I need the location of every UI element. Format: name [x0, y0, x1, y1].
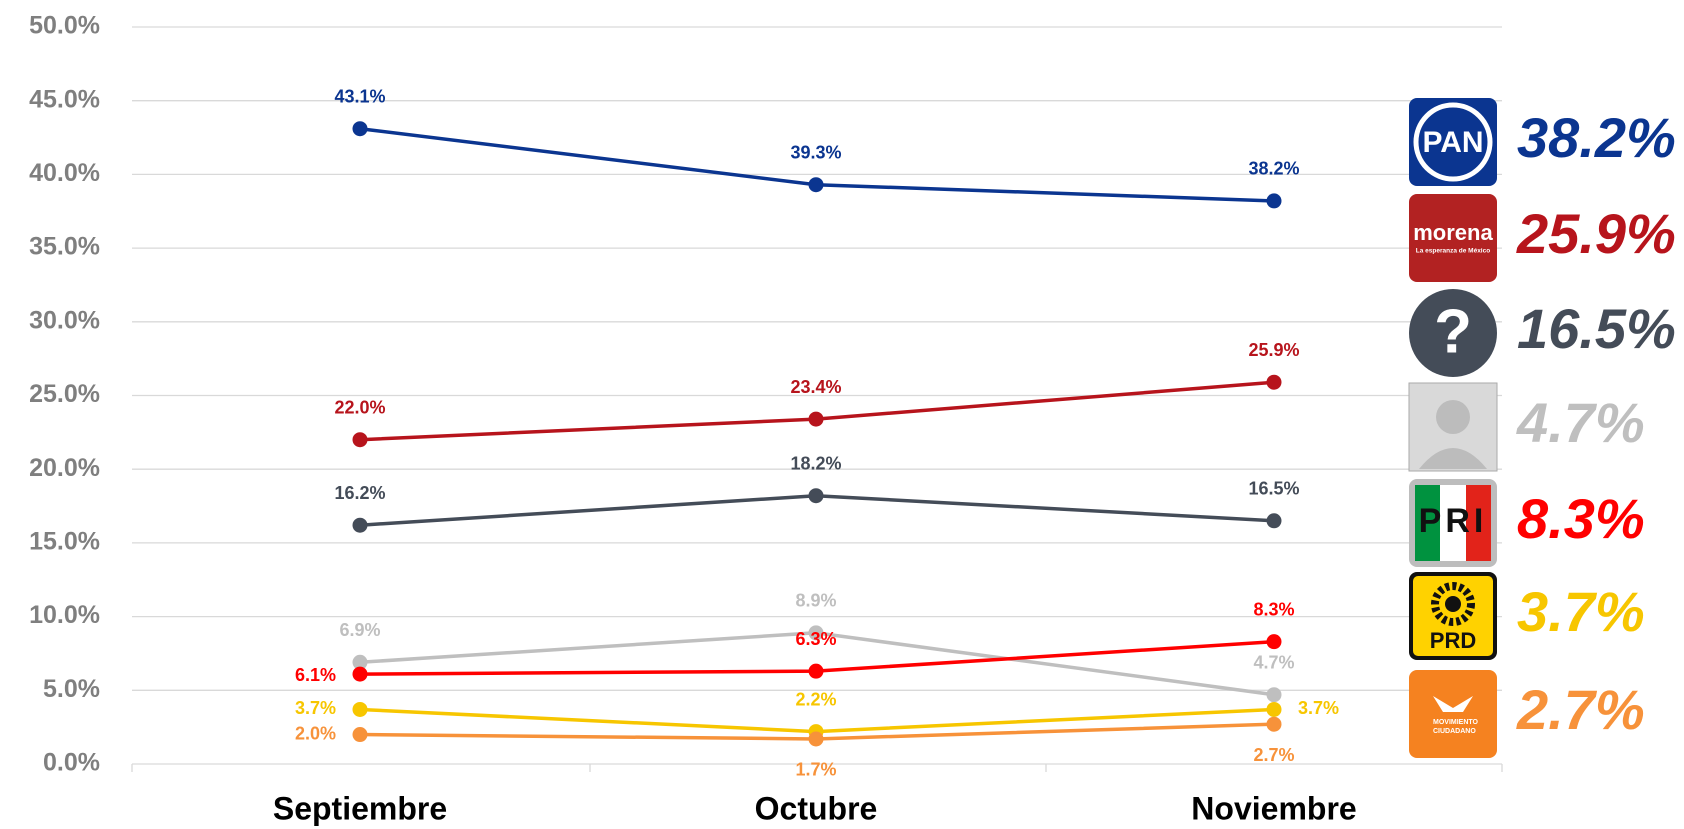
- logo-text: PRD: [1430, 628, 1476, 653]
- logo-white: [1440, 485, 1466, 561]
- y-tick-label: 0.0%: [43, 749, 100, 777]
- data-label: 16.5%: [1248, 479, 1299, 499]
- y-tick-label: 45.0%: [29, 85, 100, 113]
- data-label: 22.0%: [334, 397, 385, 417]
- x-tick-label: Septiembre: [273, 790, 447, 826]
- logo-body: [1419, 448, 1487, 469]
- legend-item: ? 16.5%: [1409, 289, 1676, 377]
- data-label: 3.7%: [1298, 698, 1339, 718]
- y-tick-label: 40.0%: [29, 159, 100, 187]
- logo-subtitle: La esperanza de México: [1416, 248, 1490, 255]
- data-label: 38.2%: [1248, 159, 1299, 179]
- legend-value: 16.5%: [1517, 297, 1676, 360]
- legend-value: 38.2%: [1517, 106, 1676, 169]
- data-point: [1266, 687, 1282, 703]
- data-point: [352, 701, 368, 717]
- legend-item: PRI 8.3%: [1409, 479, 1645, 567]
- data-label: 4.7%: [1253, 652, 1294, 672]
- logo-ring: [1413, 102, 1493, 182]
- data-point: [1266, 193, 1282, 209]
- legend-value: 8.3%: [1517, 487, 1645, 550]
- logo-bg: [1409, 289, 1497, 377]
- data-point: [1266, 513, 1282, 529]
- legend-value: 4.7%: [1516, 391, 1645, 454]
- legend-item: PRD 3.7%: [1409, 572, 1645, 660]
- data-label: 18.2%: [790, 453, 841, 473]
- data-label: 16.2%: [334, 483, 385, 503]
- data-point: [352, 121, 368, 137]
- data-label: 39.3%: [790, 142, 841, 162]
- logo-bg: [1409, 670, 1497, 758]
- data-label: 1.7%: [795, 760, 836, 780]
- data-point: [352, 432, 368, 448]
- logo-bg: [1409, 194, 1497, 282]
- logo-text: MOVIMIENTO CIUDADANO: [1433, 719, 1478, 735]
- data-point: [808, 411, 824, 427]
- logo-text: ?: [1434, 297, 1472, 366]
- data-label: 25.9%: [1248, 340, 1299, 360]
- legend-value: 3.7%: [1517, 580, 1645, 643]
- data-point: [352, 666, 368, 682]
- data-label: 6.3%: [795, 629, 836, 649]
- legend-value: 2.7%: [1516, 678, 1645, 741]
- data-point: [808, 663, 824, 679]
- data-point: [1266, 634, 1282, 650]
- data-point: [1266, 716, 1282, 732]
- logo-head: [1436, 400, 1470, 434]
- data-point: [352, 654, 368, 670]
- legend-item: MOVIMIENTO CIUDADANO 2.7%: [1409, 670, 1645, 758]
- data-label: 43.1%: [334, 86, 385, 106]
- y-tick-label: 25.0%: [29, 380, 100, 408]
- data-label: 8.3%: [1253, 599, 1294, 619]
- data-point: [808, 177, 824, 193]
- legend-item: morena La esperanza de México 25.9%: [1409, 194, 1676, 282]
- logo-red: [1466, 485, 1491, 561]
- data-label: 6.1%: [295, 665, 336, 685]
- logo-text-box: MOVIMIENTO CIUDADANO: [1433, 719, 1478, 735]
- logo-bird: [1433, 696, 1473, 712]
- data-point: [352, 727, 368, 743]
- data-label: 2.7%: [1253, 745, 1294, 765]
- data-point: [1266, 374, 1282, 390]
- data-label: 8.9%: [795, 591, 836, 611]
- y-tick-label: 20.0%: [29, 454, 100, 482]
- y-tick-label: 5.0%: [43, 675, 100, 703]
- logo-sun-core: [1445, 596, 1461, 612]
- data-point: [1266, 701, 1282, 717]
- data-label: 23.4%: [790, 377, 841, 397]
- x-tick-label: Noviembre: [1191, 790, 1356, 826]
- logo-sun: [1431, 582, 1475, 626]
- logo-text: PRI: [1419, 502, 1488, 540]
- data-label: 2.2%: [795, 689, 836, 709]
- data-label: 2.0%: [295, 723, 336, 743]
- data-point: [808, 488, 824, 504]
- y-tick-label: 35.0%: [29, 233, 100, 261]
- data-point: [808, 731, 824, 747]
- logo-text: morena: [1413, 220, 1493, 245]
- data-point: [352, 517, 368, 533]
- logo-bg: [1409, 98, 1497, 186]
- y-tick-label: 15.0%: [29, 528, 100, 556]
- legend-item: PAN 38.2%: [1409, 98, 1676, 186]
- data-label: 3.7%: [295, 698, 336, 718]
- y-tick-label: 50.0%: [29, 12, 100, 40]
- data-label: 6.9%: [339, 620, 380, 640]
- logo-text: PAN: [1422, 126, 1483, 159]
- logo-green: [1415, 485, 1440, 561]
- x-tick-label: Octubre: [755, 790, 878, 826]
- data-point: [808, 625, 824, 641]
- legend-item: 4.7%: [1408, 382, 1645, 472]
- y-tick-label: 30.0%: [29, 306, 100, 334]
- legend-value: 25.9%: [1516, 202, 1676, 265]
- y-tick-label: 10.0%: [29, 601, 100, 629]
